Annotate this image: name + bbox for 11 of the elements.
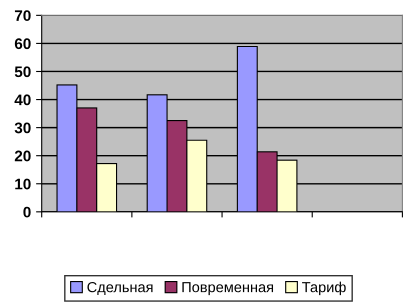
- y-tick-label: 30: [14, 122, 31, 134]
- y-tick-label: 20: [14, 150, 31, 162]
- legend-label: Сдельная: [87, 282, 153, 296]
- y-tick-label: 0: [23, 206, 31, 218]
- y-tick-label: 60: [14, 38, 31, 50]
- y-tick-label: 10: [15, 178, 31, 190]
- y-tick-label: 70: [14, 10, 31, 22]
- legend-label: Тариф: [302, 282, 346, 296]
- y-tick-label: 50: [14, 66, 31, 78]
- legend-label: Повременная: [182, 282, 274, 296]
- y-tick-label: 40: [14, 94, 31, 106]
